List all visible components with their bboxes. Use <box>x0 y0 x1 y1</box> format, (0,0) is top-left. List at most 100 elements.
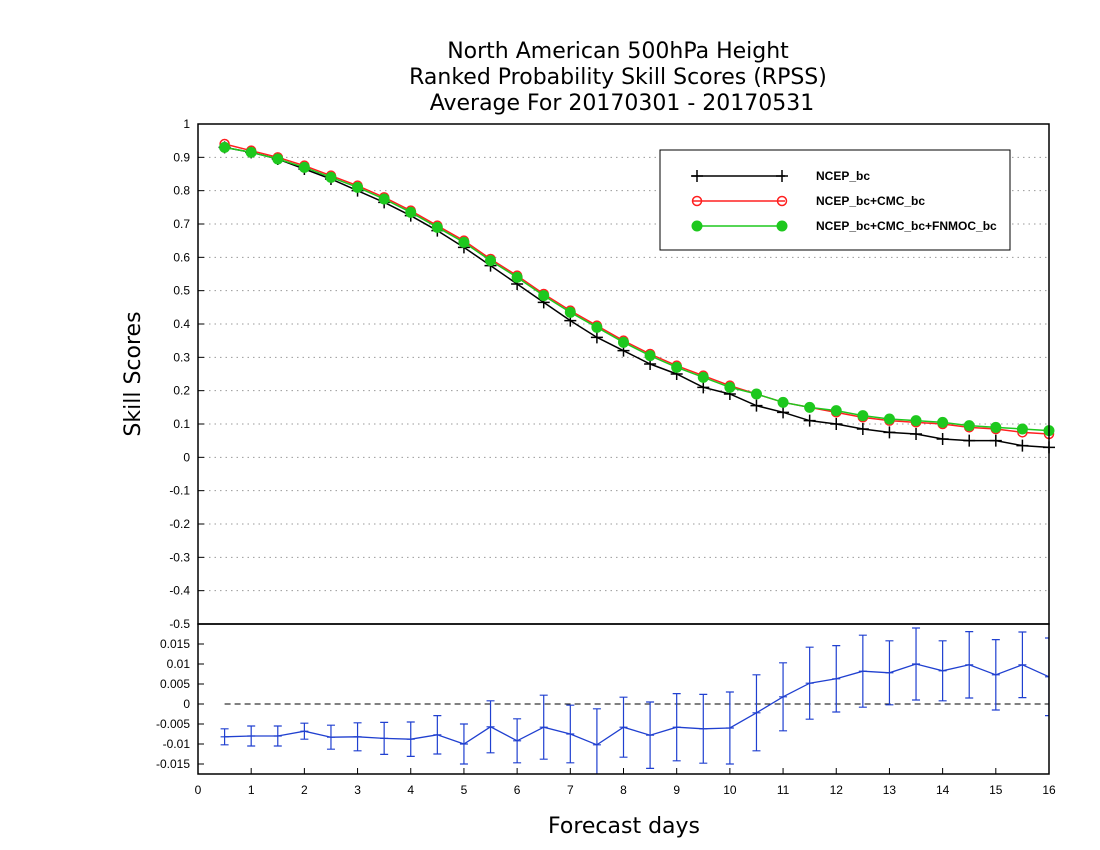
legend-label: NCEP_bc+CMC_bc+FNMOC_bc <box>816 219 997 233</box>
x-tick-label: 0 <box>195 783 202 797</box>
data-point <box>485 255 497 267</box>
data-point <box>590 331 603 344</box>
bottom-y-tick-label: 0.015 <box>160 637 190 651</box>
top-y-tick-label: -0.5 <box>169 617 190 631</box>
top-y-tick-label: 0.2 <box>173 384 190 398</box>
error-bar <box>991 639 1000 711</box>
data-point <box>538 290 550 302</box>
data-point <box>990 421 1002 433</box>
data-point <box>777 406 790 419</box>
data-point <box>458 236 470 248</box>
x-tick-label: 4 <box>407 783 414 797</box>
top-y-tick-label: -0.2 <box>169 517 190 531</box>
data-point <box>618 336 629 348</box>
error-bar <box>566 704 575 764</box>
top-y-tick-label: 0.9 <box>173 150 190 164</box>
x-tick-label: 12 <box>830 783 844 797</box>
data-point <box>963 434 976 447</box>
error-bar <box>858 634 867 708</box>
top-y-axis: 1 0.9 0.8 0.7 0.6 0.5 0.4 0.3 0.2 0.1 0 -0.1 -0.2 -0.… <box>169 117 204 631</box>
bottom-panel-series <box>220 627 1049 774</box>
x-axis-label: Forecast days <box>548 814 700 839</box>
error-bar <box>380 721 389 755</box>
diff-series-0 <box>220 627 1049 774</box>
data-point <box>724 381 736 393</box>
data-point <box>378 193 390 205</box>
error-bar <box>433 715 442 755</box>
error-bar <box>220 728 229 746</box>
x-tick-label: 16 <box>1042 783 1056 797</box>
legend-marker <box>776 220 788 232</box>
top-y-tick-label: 0.3 <box>173 350 190 364</box>
data-point <box>963 420 975 432</box>
chart-title: North American 500hPa Height Ranked Prob… <box>409 39 827 116</box>
x-tick-label: 7 <box>567 783 574 797</box>
error-bar <box>486 700 495 754</box>
bottom-y-tick-label: -0.005 <box>156 717 190 731</box>
data-point <box>405 206 417 218</box>
x-tick-label: 2 <box>301 783 308 797</box>
error-bar <box>406 721 415 757</box>
x-tick-label: 13 <box>883 783 897 797</box>
error-bar <box>672 693 681 762</box>
legend-label: NCEP_bc <box>816 169 870 183</box>
data-point <box>936 433 949 445</box>
data-point <box>937 416 949 428</box>
top-y-tick-label: -0.1 <box>169 484 190 498</box>
y-axis-label: Skill Scores <box>121 311 146 436</box>
error-bar <box>885 640 894 706</box>
top-y-tick-label: 1 <box>183 117 190 131</box>
data-point <box>697 381 710 394</box>
data-point <box>830 418 843 430</box>
error-bar <box>247 725 256 747</box>
title-line-3: Average For 20170301 - 20170531 <box>430 91 815 116</box>
data-point <box>910 428 923 440</box>
error-bar <box>592 708 601 774</box>
legend: NCEP_bc NCEP_bc+CMC_bc NCEP_bc+CMC_bc+FNMO… <box>659 149 1011 251</box>
top-y-tick-label: 0.7 <box>173 217 190 231</box>
top-y-tick-label: 0.5 <box>173 284 190 298</box>
data-point <box>564 306 576 318</box>
data-point <box>777 396 789 408</box>
x-tick-label: 9 <box>673 783 680 797</box>
data-point <box>431 221 443 233</box>
legend-entry-2: NCEP_bc+CMC_bc+FNMOC_bc <box>691 219 997 233</box>
data-point <box>352 181 364 193</box>
error-bar <box>1018 631 1027 699</box>
data-point <box>245 146 257 158</box>
error-bar <box>326 724 335 750</box>
data-point <box>671 361 683 373</box>
error-bar <box>725 691 734 765</box>
error-bar <box>699 693 708 764</box>
x-tick-label: 14 <box>936 783 950 797</box>
data-point <box>750 399 763 412</box>
top-y-tick-label: -0.3 <box>169 550 190 564</box>
error-bar <box>752 674 761 752</box>
legend-entry-0: NCEP_bc <box>691 169 870 183</box>
data-point <box>697 371 709 383</box>
data-point <box>1016 439 1029 452</box>
x-tick-label: 6 <box>514 783 521 797</box>
error-bar <box>805 646 814 720</box>
top-y-tick-label: 0.8 <box>173 184 190 198</box>
data-point <box>325 171 337 183</box>
legend-box <box>659 149 1011 251</box>
x-tick-label: 11 <box>777 783 790 797</box>
data-point <box>856 423 869 435</box>
data-point <box>272 153 284 165</box>
data-point <box>219 141 231 153</box>
x-tick-label: 10 <box>723 783 737 797</box>
data-point <box>803 414 816 427</box>
error-bar <box>912 627 921 701</box>
error-bar <box>539 694 548 760</box>
top-y-tick-label: 0.1 <box>173 417 190 431</box>
error-bar <box>779 662 788 732</box>
legend-marker <box>776 195 788 207</box>
data-point <box>804 401 816 413</box>
x-tick-label: 5 <box>461 783 468 797</box>
title-line-2: Ranked Probability Skill Scores (RPSS) <box>409 65 827 90</box>
data-point <box>857 410 869 422</box>
legend-entry-1: NCEP_bc+CMC_bc <box>691 194 925 208</box>
data-point <box>644 350 656 362</box>
